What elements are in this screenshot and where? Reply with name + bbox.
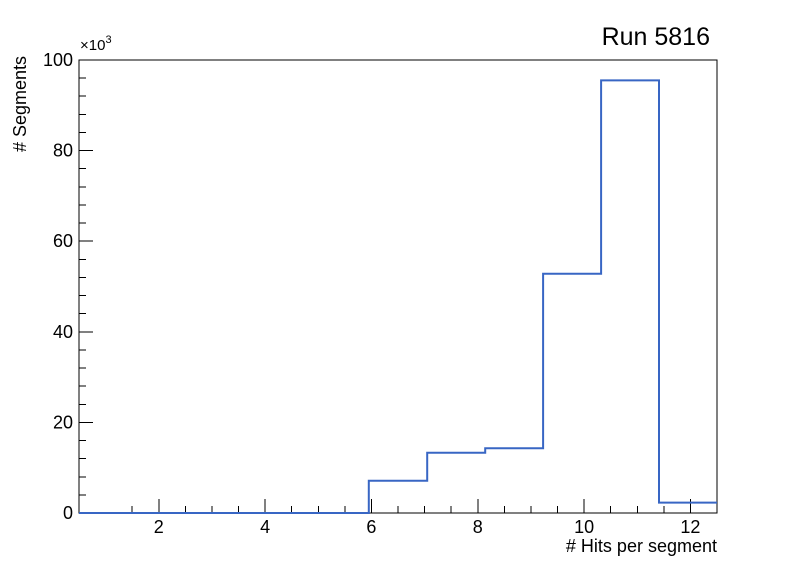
x-tick-label: 10 — [574, 517, 594, 537]
y-tick-label: 80 — [53, 141, 73, 161]
x-tick-label: 12 — [680, 517, 700, 537]
x-tick-label: 4 — [260, 517, 270, 537]
x-axis-title: # Hits per segment — [566, 536, 717, 556]
y-tick-label: 40 — [53, 322, 73, 342]
y-tick-label: 20 — [53, 412, 73, 432]
y-tick-label: 0 — [63, 503, 73, 523]
y-tick-label: 100 — [43, 50, 73, 70]
y-axis-exponent: ×103 — [80, 34, 112, 54]
x-tick-label: 2 — [154, 517, 164, 537]
y-axis-exponent-base: ×10 — [80, 37, 105, 54]
histogram-step-line — [79, 79, 717, 514]
y-tick-label: 60 — [53, 231, 73, 251]
y-axis-title: # Segments — [10, 56, 30, 152]
x-axis-ticks: 2 4 6 8 10 12 — [131, 499, 700, 537]
x-tick-label: 8 — [473, 517, 483, 537]
x-tick-label: 6 — [366, 517, 376, 537]
y-axis-ticks: 0 20 40 60 80 100 — [43, 50, 93, 523]
plot-frame — [78, 59, 718, 514]
plot-title: Run 5816 — [602, 23, 710, 51]
y-axis-exponent-power: 3 — [105, 34, 111, 46]
